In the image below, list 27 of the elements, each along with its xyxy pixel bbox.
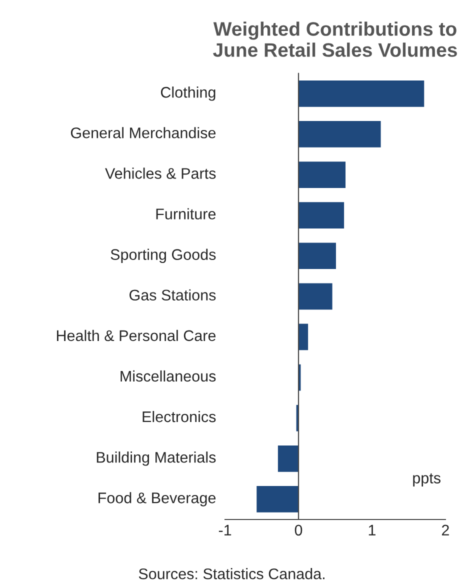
y-tick-label: Health & Personal Care bbox=[56, 330, 216, 342]
bar bbox=[298, 162, 346, 188]
bar bbox=[278, 445, 299, 472]
x-axis-title: ppts bbox=[413, 473, 440, 486]
bar bbox=[298, 324, 308, 350]
bar bbox=[298, 80, 424, 107]
bar bbox=[298, 121, 381, 148]
x-tick-label: 0 bbox=[294, 524, 302, 536]
bar bbox=[298, 283, 332, 310]
x-tick-label: -1 bbox=[218, 524, 232, 536]
bar bbox=[298, 202, 344, 229]
y-tick-label: Miscellaneous bbox=[120, 370, 216, 382]
y-tick-label: Sporting Goods bbox=[110, 248, 216, 263]
y-tick-label: Vehicles & Parts bbox=[105, 168, 216, 179]
chart-title: Weighted Contributions to June Retail Sales Volumes bbox=[213, 22, 457, 57]
x-tick-label: 1 bbox=[368, 524, 376, 536]
y-tick-label: Electronics bbox=[142, 410, 216, 422]
y-tick-label: Gas Stations bbox=[130, 289, 216, 301]
y-tick-label: General Merchandise bbox=[70, 127, 216, 138]
bar bbox=[298, 242, 336, 270]
y-tick-label: Food & Beverage bbox=[98, 492, 216, 506]
y-tick-label: Clothing bbox=[160, 86, 216, 101]
y-tick-label: Building Materials bbox=[96, 452, 216, 466]
y-tick-label: Furniture bbox=[156, 208, 216, 220]
bar bbox=[256, 486, 299, 512]
source-note: Sources: Statistics Canada. bbox=[138, 568, 324, 580]
x-tick-label: 2 bbox=[442, 524, 449, 536]
